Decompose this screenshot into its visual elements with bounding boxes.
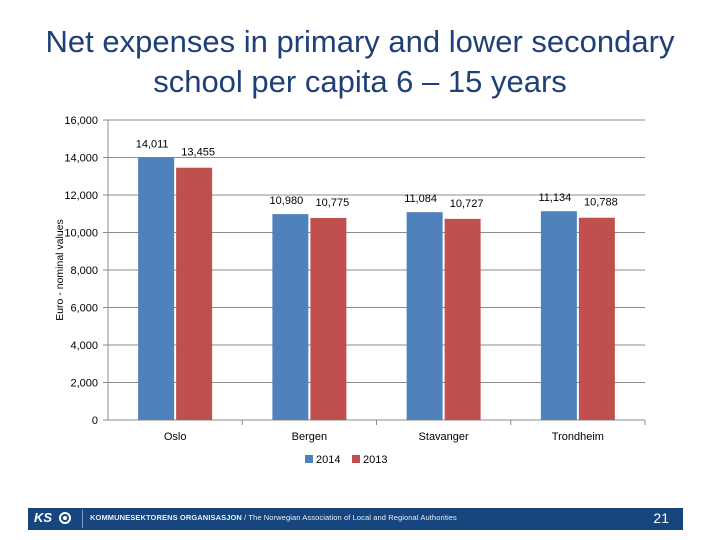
x-tick-label: Bergen [292,431,327,443]
bar-2014 [406,212,443,420]
legend-label: 2013 [363,454,387,466]
ks-logo: KS [34,510,53,525]
legend-swatch [352,455,360,463]
legend-swatch [305,455,313,463]
org-english: / The Norwegian Association of Local and… [244,513,457,522]
data-label: 11,134 [538,192,571,204]
gear-icon [59,512,71,524]
y-tick-label: 14,000 [64,153,98,165]
y-tick-label: 6,000 [70,303,98,315]
bar-2013 [310,217,347,420]
footer-divider [82,510,83,528]
title-line-1: Net expenses in primary and lower second… [45,24,675,59]
page-number: 21 [653,510,669,526]
data-label: 10,775 [316,197,350,209]
x-tick-label: Oslo [164,431,187,443]
data-label: 11,084 [404,193,437,205]
data-label: 10,980 [270,195,304,207]
bar-2014 [272,214,309,420]
y-tick-label: 16,000 [64,115,98,127]
y-tick-label: 8,000 [70,265,98,277]
bar-2013 [444,218,481,420]
title-line-2: school per capita 6 – 15 years [153,64,567,99]
y-tick-label: 10,000 [64,228,98,240]
data-label: 10,788 [584,197,618,209]
org-name: KOMMUNESEKTORENS ORGANISASJON [90,513,242,522]
x-tick-label: Trondheim [552,431,604,443]
y-tick-label: 4,000 [70,340,98,352]
bar-2013 [176,167,213,420]
footer-bar: KS KOMMUNESEKTORENS ORGANISASJON / The N… [28,508,683,530]
y-axis-label: Euro - nominal values [54,219,66,321]
legend-label: 2014 [316,454,340,466]
bar-chart: 0 2,000 4,000 6,000 8,000 10,000 12,000 14,000 1… [54,115,646,466]
bar-2013 [578,217,615,420]
data-label: 13,455 [181,147,215,159]
data-label: 14,011 [136,138,169,150]
bar-2014 [540,211,577,420]
y-tick-label: 12,000 [64,190,98,202]
data-label: 10,727 [450,198,484,210]
bar-2014 [138,157,175,420]
footer-organisation: KOMMUNESEKTORENS ORGANISASJON / The Norw… [90,513,457,522]
y-tick-label: 2,000 [70,378,98,390]
slide-title: Net expenses in primary and lower second… [20,22,700,102]
x-tick-label: Stavanger [419,431,469,443]
y-tick-label: 0 [92,415,98,427]
